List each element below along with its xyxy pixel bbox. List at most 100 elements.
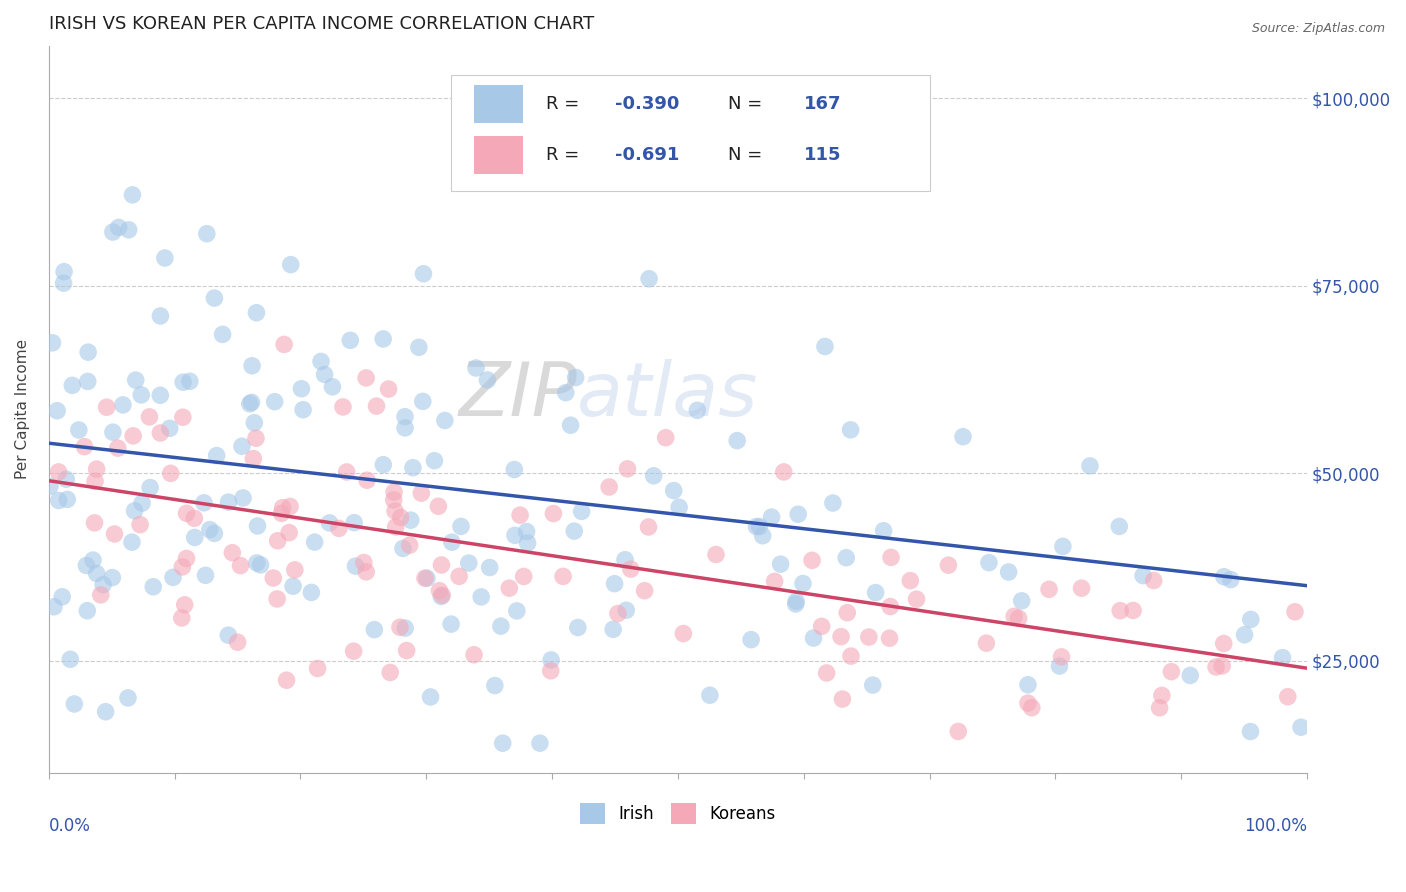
Point [668,500,690,515]
Point [564,370,586,384]
Point [246,556,269,570]
Point [273,337,295,351]
Point [633,583,655,598]
Point [39,479,62,493]
Point [1213,570,1236,584]
Point [772,465,794,479]
Point [172,375,194,389]
Point [1143,574,1166,588]
Text: atlas: atlas [578,359,759,431]
Point [413,571,436,585]
Point [336,465,359,479]
Point [142,580,165,594]
Point [194,568,217,582]
Point [52,276,75,290]
Point [662,483,685,498]
Point [607,607,630,621]
Point [332,400,354,414]
Point [509,508,531,522]
Point [1240,612,1263,626]
Point [281,579,304,593]
Point [382,492,405,507]
Point [470,590,492,604]
Point [769,557,792,571]
Point [1049,659,1071,673]
Point [101,571,124,585]
Point [430,558,453,572]
Point [118,223,141,237]
Point [879,599,901,614]
Point [614,552,637,566]
Point [129,517,152,532]
Point [1239,724,1261,739]
Point [328,521,350,535]
Point [898,574,921,588]
Point [202,291,225,305]
Point [83,516,105,530]
Point [395,643,418,657]
Point [412,394,434,409]
Point [1108,519,1130,533]
Point [221,546,243,560]
Point [172,410,194,425]
Point [270,506,292,520]
Point [278,525,301,540]
Point [138,409,160,424]
FancyBboxPatch shape [474,136,523,174]
Point [952,430,974,444]
Point [229,558,252,573]
Point [343,516,366,530]
Text: -0.691: -0.691 [614,145,679,164]
Point [67,423,90,437]
Point [529,736,551,750]
Text: Source: ZipAtlas.com: Source: ZipAtlas.com [1251,22,1385,36]
Point [240,395,263,409]
Point [314,368,336,382]
Point [503,528,526,542]
Point [124,504,146,518]
Point [48,465,70,479]
Point [1109,604,1132,618]
Point [699,688,721,702]
Point [101,425,124,440]
Point [172,560,194,574]
Point [202,526,225,541]
Point [195,227,218,241]
Point [139,481,162,495]
Point [388,620,411,634]
Point [672,626,695,640]
Point [614,603,637,617]
Point [1052,540,1074,554]
Point [423,453,446,467]
Point [111,398,134,412]
Point [394,421,416,435]
Text: R =: R = [546,145,585,164]
FancyBboxPatch shape [451,75,929,191]
Point [149,309,172,323]
Point [785,594,807,608]
Point [1050,649,1073,664]
Point [278,500,301,514]
Point [938,558,960,573]
Point [82,553,104,567]
Point [382,485,405,500]
Point [86,566,108,581]
Point [86,462,108,476]
Point [1011,594,1033,608]
Point [205,449,228,463]
Point [184,531,207,545]
Point [1205,660,1227,674]
Point [427,500,450,514]
Point [354,371,377,385]
Point [1289,720,1312,734]
Point [198,523,221,537]
Point [450,519,472,533]
Point [318,516,340,530]
Text: 100.0%: 100.0% [1244,817,1308,835]
Point [1271,650,1294,665]
Point [344,559,367,574]
Point [411,486,433,500]
Point [503,462,526,476]
Point [91,577,114,591]
Point [763,574,786,589]
